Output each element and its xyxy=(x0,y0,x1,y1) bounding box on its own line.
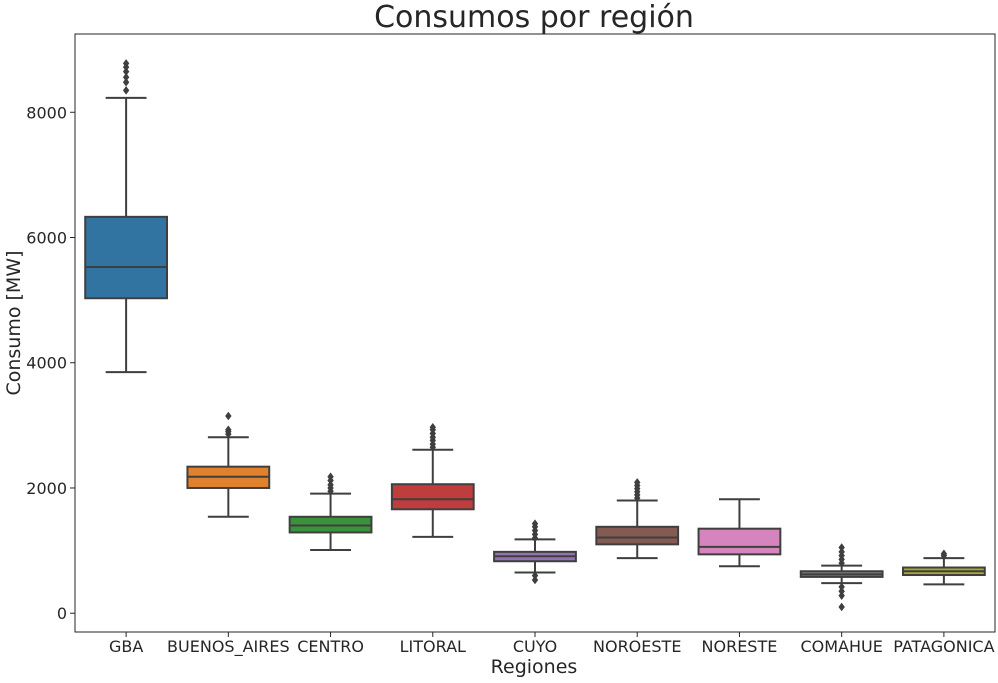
y-tick-label: 0 xyxy=(57,604,67,623)
outlier-point xyxy=(327,480,334,490)
box-noroeste xyxy=(595,525,680,546)
outlier-point xyxy=(838,582,845,592)
x-tick-label: CUYO xyxy=(513,637,557,656)
outlier-point xyxy=(838,587,845,596)
outlier-point xyxy=(122,59,130,68)
outlier-point xyxy=(531,519,539,528)
box-gba xyxy=(84,215,168,300)
outlier-point xyxy=(838,547,845,557)
x-tick-label: LITORAL xyxy=(400,637,466,656)
outlier-point xyxy=(838,602,845,612)
y-tick-label: 4000 xyxy=(26,354,67,373)
outlier-point xyxy=(122,77,130,87)
y-tick-label: 6000 xyxy=(26,229,67,248)
x-tick-label: NOROESTE xyxy=(593,637,681,656)
outlier-point xyxy=(531,571,539,580)
x-tick-label: NORESTE xyxy=(702,637,778,656)
outlier-point xyxy=(429,422,436,432)
outlier-point xyxy=(225,425,232,435)
outlier-point xyxy=(122,67,130,76)
x-tick-label: PATAGONICA xyxy=(893,637,994,656)
outlier-point xyxy=(634,478,641,487)
x-tick-label: BUENOS_AIRES xyxy=(167,637,290,657)
y-tick-label: 8000 xyxy=(26,103,67,122)
outlier-point xyxy=(838,591,845,600)
x-axis-label: Regiones xyxy=(491,656,578,678)
box-noreste xyxy=(697,527,782,556)
x-tick-label: GBA xyxy=(109,637,143,656)
y-tick-label: 2000 xyxy=(26,479,67,498)
outlier-point xyxy=(327,472,334,481)
chart-title: Consumos por región xyxy=(374,0,694,35)
x-tick-label: CENTRO xyxy=(297,637,364,656)
x-tick-label: COMAHUE xyxy=(800,637,882,656)
outlier-point xyxy=(940,549,948,558)
outlier-point xyxy=(531,575,539,585)
outlier-point xyxy=(838,543,845,552)
plot-area: 0 2000 4000 6000 8000 GBA BUENOS_AIRES CENTRO LI… xyxy=(26,59,995,657)
outlier-point xyxy=(225,411,232,421)
y-axis-label: Consumo [MW] xyxy=(3,250,25,395)
plot-frame xyxy=(74,33,996,633)
box-litoral xyxy=(390,483,475,511)
outlier-point xyxy=(122,72,130,82)
outlier-point xyxy=(122,86,130,95)
